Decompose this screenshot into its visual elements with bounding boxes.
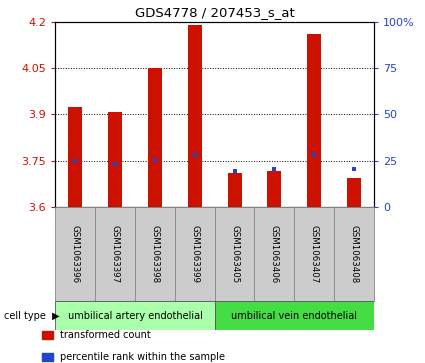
Bar — [227, 173, 241, 207]
Bar — [95, 207, 135, 301]
Bar — [175, 207, 215, 301]
Text: GSM1063398: GSM1063398 — [150, 225, 159, 283]
Bar — [334, 207, 374, 301]
Text: GSM1063408: GSM1063408 — [350, 225, 359, 283]
Text: GSM1063399: GSM1063399 — [190, 225, 199, 283]
Bar — [135, 207, 175, 301]
Bar — [294, 207, 334, 301]
Bar — [307, 34, 321, 207]
Bar — [55, 207, 95, 301]
Bar — [42, 331, 54, 339]
Bar — [347, 178, 361, 207]
Text: GSM1063397: GSM1063397 — [110, 225, 119, 283]
Bar — [108, 112, 122, 207]
Text: cell type  ▶: cell type ▶ — [4, 311, 60, 321]
Text: percentile rank within the sample: percentile rank within the sample — [60, 352, 225, 362]
Text: umbilical artery endothelial: umbilical artery endothelial — [68, 311, 202, 321]
Text: GSM1063406: GSM1063406 — [270, 225, 279, 283]
Bar — [255, 207, 294, 301]
Text: transformed count: transformed count — [60, 330, 151, 340]
Bar — [55, 301, 215, 330]
Bar — [215, 301, 374, 330]
Bar — [68, 107, 82, 207]
Title: GDS4778 / 207453_s_at: GDS4778 / 207453_s_at — [135, 6, 295, 19]
Bar — [215, 207, 255, 301]
Text: umbilical vein endothelial: umbilical vein endothelial — [231, 311, 357, 321]
Bar — [188, 25, 202, 207]
Text: GSM1063407: GSM1063407 — [310, 225, 319, 283]
Bar — [42, 353, 54, 362]
Text: GSM1063396: GSM1063396 — [71, 225, 79, 283]
Text: GSM1063405: GSM1063405 — [230, 225, 239, 283]
Bar — [267, 171, 281, 207]
Bar — [148, 68, 162, 207]
